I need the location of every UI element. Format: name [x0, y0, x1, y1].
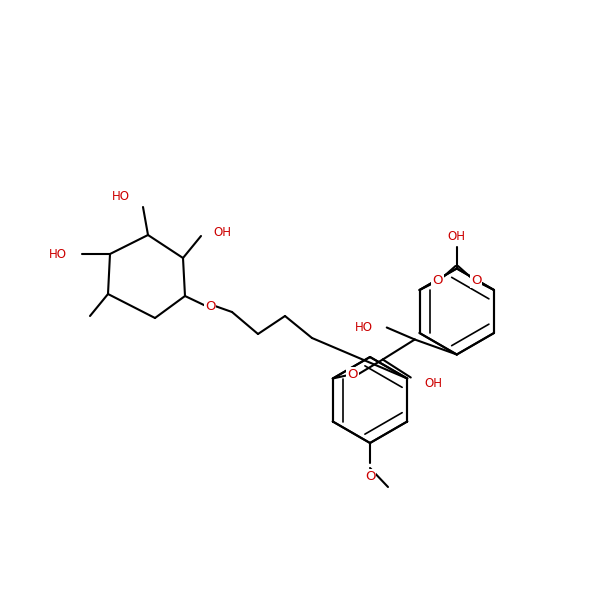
Text: O: O: [432, 274, 443, 286]
Text: O: O: [471, 274, 481, 286]
Text: OH: OH: [448, 230, 466, 243]
Text: O: O: [205, 299, 215, 313]
Text: OH: OH: [213, 226, 231, 238]
Text: HO: HO: [355, 321, 373, 334]
Text: O: O: [347, 368, 358, 381]
Text: HO: HO: [112, 191, 130, 203]
Text: O: O: [365, 470, 375, 484]
Text: HO: HO: [49, 247, 67, 260]
Text: OH: OH: [425, 377, 443, 390]
